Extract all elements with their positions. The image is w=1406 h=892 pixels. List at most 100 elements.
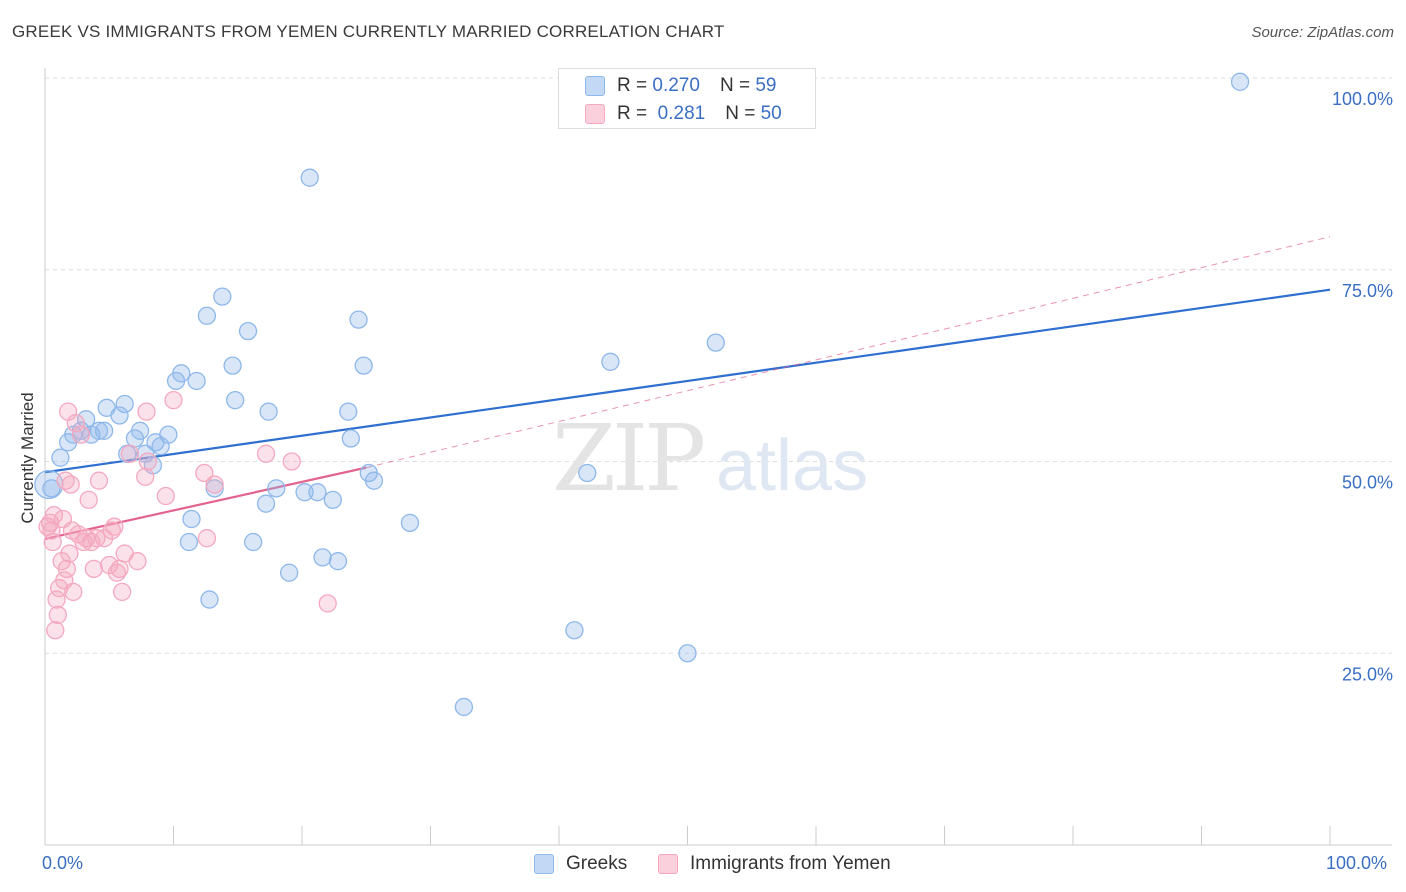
point-greeks [328,552,348,571]
point-yemen [61,475,80,494]
point-greeks [339,402,358,421]
grid-layer [45,77,1392,654]
bottom-legend-greeks: Greeks [534,851,627,877]
point-greeks [267,479,286,498]
points-layer [34,68,1250,717]
point-yemen [136,467,155,486]
point-yemen [42,521,61,540]
trend-line-greeks [44,288,1331,474]
point-greeks [256,494,276,513]
watermark-layer: ZIP atlas [552,405,868,512]
point-greeks [226,390,245,410]
point-greeks [706,333,725,352]
point-greeks [578,463,597,483]
point-yemen [120,444,139,463]
legend-row-yemen: R = 0.281 N = 50 [585,101,782,127]
point-greeks [454,697,474,717]
yemen-legend-swatch [658,854,678,874]
point-greeks [213,287,232,306]
point-yemen [47,590,66,609]
point-greeks [115,394,134,414]
point-yemen [94,529,114,548]
r-value-greeks: 0.270 [652,75,700,96]
trend-line-yemen-extrapolated [366,236,1331,469]
point-greeks [179,532,199,552]
point-greeks [187,371,206,391]
point-yemen [112,582,132,602]
point-greeks [349,310,368,329]
point-yemen [164,390,183,410]
trend-line-yemen [44,466,367,541]
r-label: R = [617,75,648,96]
point-yemen [138,452,157,471]
n-value-yemen: 50 [760,103,782,124]
r-value-yemen: 0.281 [657,103,706,124]
point-greeks [182,509,201,529]
point-greeks [400,513,420,533]
point-yemen [137,402,156,421]
point-yemen [256,444,276,463]
greeks-legend-label: Greeks [566,853,628,874]
watermark-atlas: atlas [716,426,868,506]
point-greeks [313,548,332,567]
yemen-swatch [585,104,605,124]
point-greeks [110,406,129,425]
point-yemen [66,413,85,433]
point-yemen [105,517,124,536]
point-yemen [79,490,98,510]
point-yemen [46,621,65,640]
point-greeks [42,479,61,498]
point-yemen [71,425,91,444]
greeks-legend-swatch [534,854,554,874]
legend-row-greeks: R = 0.270 N = 59 [585,73,776,99]
point-greeks [308,483,327,502]
point-greeks [300,168,319,187]
point-greeks [159,425,178,444]
point-greeks [279,563,299,582]
greeks-swatch [585,76,605,96]
point-greeks [323,490,342,510]
point-yemen [205,475,224,494]
point-greeks [364,471,384,490]
point-yemen [128,552,147,571]
point-greeks [678,644,697,663]
y-tick-label-50: 50.0% [1342,473,1393,493]
point-yemen [57,559,76,579]
point-greeks [51,448,70,467]
x-tick-min: 0.0% [42,853,84,873]
yemen-legend-label: Immigrants from Yemen [690,853,891,874]
axis-layer [44,68,1392,846]
y-tick-label-75: 75.0% [1342,281,1393,301]
stats-legend: R = 0.270 N = 59 R = 0.281 N = 50 [558,68,816,129]
point-yemen [44,506,64,525]
point-greeks [200,590,219,609]
point-yemen [89,471,109,490]
y-tick-labels: 100.0% 75.0% 50.0% 25.0% [1332,89,1393,684]
y-tick-label-25: 25.0% [1342,664,1393,684]
point-greeks [34,469,64,500]
point-yemen [318,594,337,613]
point-yemen [84,559,103,579]
point-greeks [259,402,278,421]
point-yemen [156,486,175,506]
point-greeks [295,483,314,502]
trend-layer [44,236,1331,541]
point-yemen [195,463,214,483]
point-yemen [87,529,106,548]
point-yemen [110,559,129,579]
point-greeks [354,356,373,375]
watermark-zip: ZIP [552,405,703,512]
bottom-legend-yemen: Immigrants from Yemen [658,851,891,877]
n-label: N = [725,103,756,124]
point-yemen [60,544,79,563]
point-yemen [64,582,83,602]
chart-title: GREEK VS IMMIGRANTS FROM YEMEN CURRENTLY… [12,22,725,41]
point-greeks [197,306,217,325]
n-label: N = [719,75,751,96]
point-yemen [48,605,67,625]
point-greeks [89,421,109,440]
point-greeks [565,621,584,640]
point-yemen [282,452,301,471]
point-greeks [601,352,620,371]
